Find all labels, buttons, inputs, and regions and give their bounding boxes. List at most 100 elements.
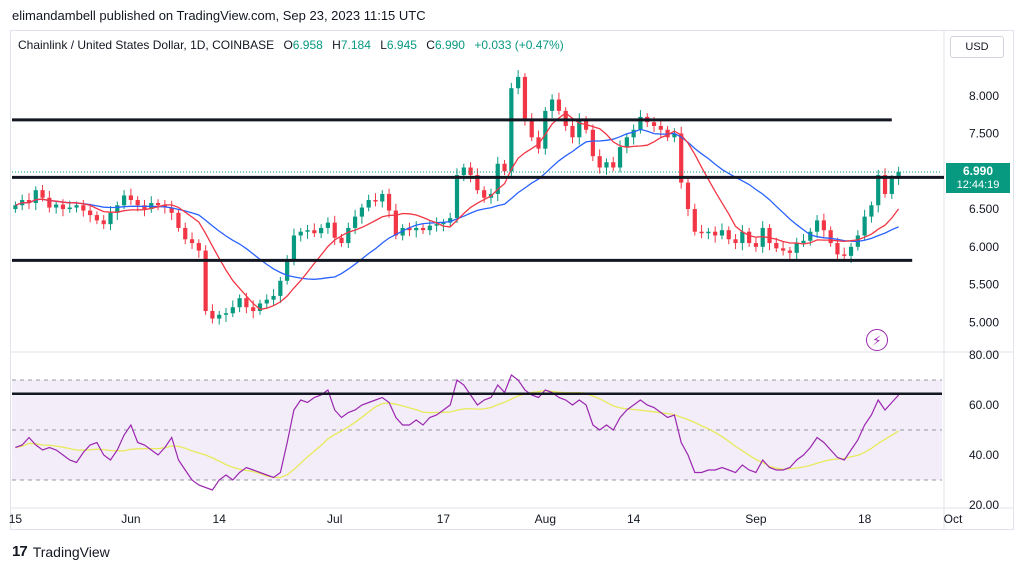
candle-body [509, 88, 514, 172]
candle-body [366, 199, 371, 208]
legend-low-value: 6.945 [386, 38, 417, 52]
candle-body [183, 227, 188, 240]
candle-body [339, 237, 344, 244]
candle-body [767, 227, 772, 244]
time-tick-label: Oct [944, 512, 963, 526]
candle-body [495, 163, 500, 194]
candle-body [223, 313, 229, 315]
candle-body [108, 212, 113, 225]
candle-body [719, 230, 725, 236]
candle-body [380, 193, 385, 202]
candle-body [135, 199, 140, 206]
candle-body [373, 199, 378, 202]
candle-body [502, 163, 507, 172]
candle-body [617, 147, 623, 168]
candle-body [60, 204, 66, 210]
bar-countdown: 12:44:19 [956, 179, 1000, 191]
rsi-tick-label: 80.00 [969, 348, 999, 362]
price-tick-label: 6.500 [969, 202, 999, 216]
candle-body [814, 220, 820, 232]
candle-body [88, 210, 93, 216]
time-tick-label: 18 [858, 512, 872, 526]
ma-fast-line [15, 112, 900, 311]
candle-body [699, 231, 704, 234]
candle-body [760, 227, 765, 247]
candle-body [352, 216, 358, 228]
legend: Chainlink / United States Dollar, 1D, CO… [18, 38, 564, 52]
ma-slow-line [15, 128, 899, 280]
rsi-ma-line [15, 389, 899, 479]
candle-body [882, 175, 888, 194]
candle-body [319, 227, 324, 234]
candle-body [196, 243, 201, 251]
candle-body [611, 162, 616, 168]
candle-body [176, 212, 181, 228]
candle-body [230, 307, 235, 314]
candle-body [794, 243, 799, 253]
candle-body [672, 133, 677, 138]
legend-close-label: C [426, 38, 435, 52]
price-tick-label: 5.000 [969, 315, 999, 329]
legend-close-value: 6.990 [434, 38, 465, 52]
flash-icon[interactable]: ⚡ [866, 329, 888, 351]
candle-body [522, 76, 528, 119]
candle-body [801, 240, 806, 244]
candle-body [81, 205, 86, 211]
legend-low-label: L [380, 38, 387, 52]
candle-body [155, 203, 161, 206]
candle-body [529, 118, 534, 138]
candle-body [291, 235, 297, 261]
price-tick-label: 6.000 [969, 240, 999, 254]
candle-body [115, 205, 120, 213]
candle-body [264, 299, 269, 304]
legend-symbol: Chainlink / United States Dollar, 1D, CO… [18, 38, 275, 52]
candle-body [482, 190, 487, 198]
candle-body [781, 248, 786, 251]
candle-body [210, 311, 215, 319]
candle-body [706, 231, 711, 234]
candle-body [305, 230, 310, 232]
candle-body [420, 227, 426, 231]
rsi-tick-label: 40.00 [969, 448, 999, 462]
candle-body [869, 205, 874, 217]
candle-body [468, 167, 473, 176]
publisher-line: elimandambell published on TradingView.c… [12, 8, 426, 23]
candle-body [842, 254, 847, 256]
candle-body [448, 218, 453, 223]
candle-body [346, 227, 351, 244]
candle-body [271, 295, 276, 300]
candle-body [808, 231, 813, 241]
time-tick-label: 15 [9, 512, 23, 526]
candle-body [774, 243, 779, 249]
candle-body [40, 190, 45, 198]
candle-body [407, 227, 412, 231]
candle-body [556, 99, 562, 111]
tradingview-logo[interactable]: 17 TradingView [12, 543, 110, 560]
candle-body [285, 260, 290, 281]
candle-body [679, 133, 684, 183]
candle-body [203, 250, 208, 312]
tradingview-logo-icon: 17 [12, 543, 28, 560]
candle-body [753, 243, 759, 247]
candle-body [475, 175, 480, 191]
candle-body [47, 197, 52, 208]
candle-body [101, 220, 106, 225]
candle-body [312, 230, 317, 234]
currency-button[interactable]: USD [950, 36, 1004, 58]
legend-open-label: O [283, 38, 293, 52]
candle-body [94, 215, 100, 221]
rsi-tick-label: 60.00 [969, 398, 999, 412]
legend-change: +0.033 (+0.47%) [474, 38, 564, 52]
price-tick-label: 8.000 [969, 89, 999, 103]
candle-body [217, 314, 222, 319]
candle-body [67, 207, 72, 210]
candle-body [563, 110, 568, 126]
candle-body [516, 76, 521, 89]
candle-body [862, 216, 867, 236]
candle-body [454, 175, 460, 219]
price-tick-label: 5.500 [969, 278, 999, 292]
candle-body [631, 129, 636, 138]
time-tick-label: Aug [535, 512, 556, 526]
candle-body [638, 116, 643, 130]
